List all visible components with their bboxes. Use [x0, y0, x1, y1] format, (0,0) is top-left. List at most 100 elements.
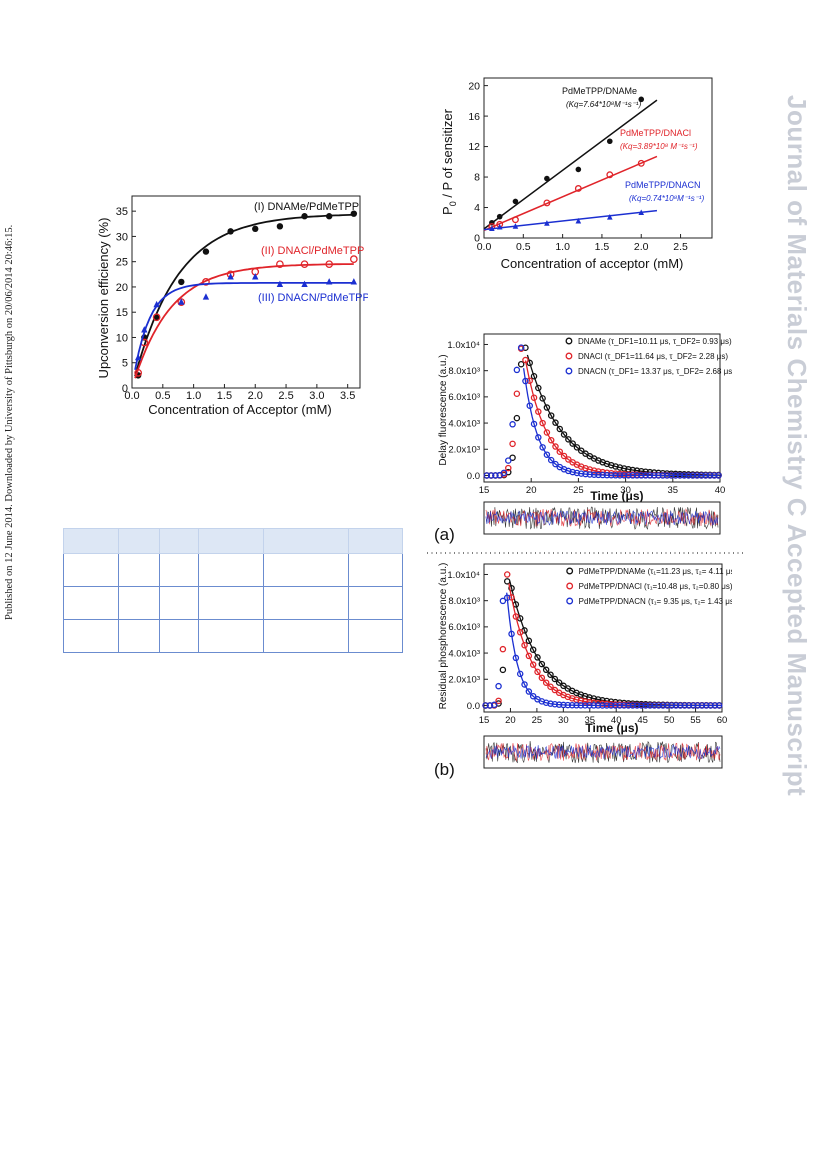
fit-curve-2	[134, 263, 354, 379]
data-point	[178, 298, 185, 305]
data-point	[509, 421, 516, 428]
x-tick-label: 40	[611, 715, 622, 726]
x-tick-label: 35	[668, 485, 679, 496]
x-tick-label: 2.0	[248, 390, 263, 402]
data-point	[544, 220, 550, 226]
x-tick-label: 30	[558, 715, 569, 726]
data-point	[516, 629, 524, 636]
data-point	[535, 384, 542, 392]
data-point	[547, 436, 555, 444]
data-point	[543, 451, 551, 458]
data-point	[560, 452, 568, 460]
sv-ylabel: P0 / P of sensitizer	[440, 108, 458, 215]
data-point	[529, 646, 537, 653]
x-tick-label: 1.5	[217, 390, 232, 402]
data-point	[486, 702, 494, 709]
legend-marker	[566, 597, 574, 605]
data-point	[516, 670, 524, 678]
data-point	[325, 278, 333, 285]
y-tick-label: 1.0x10⁴	[447, 570, 480, 581]
sv-legend-1-name: PdMeTPP/DNAMe	[562, 86, 637, 96]
data-point	[499, 597, 507, 605]
x-tick-label: 45	[637, 715, 648, 726]
data-point	[538, 660, 546, 668]
data-point	[534, 668, 541, 676]
x-tick-label: 30	[620, 485, 631, 496]
data-point	[530, 372, 538, 380]
y-tick-label: 25	[116, 257, 128, 269]
x-tick-label: 3.0	[309, 390, 324, 402]
upconversion-marks	[134, 210, 358, 379]
data-point	[513, 366, 521, 374]
y-tick-label: 2.0x10³	[448, 675, 480, 686]
legend-label: DNACN (τ_DF1= 13.37 μs, τ_DF2= 2.68 μs)	[578, 367, 732, 376]
data-point	[539, 395, 546, 402]
data-point	[512, 223, 519, 229]
data-point	[499, 645, 507, 653]
data-point	[522, 344, 529, 351]
data-point	[509, 454, 516, 461]
data-point	[551, 675, 559, 683]
x-tick-label: 3.5	[340, 390, 355, 402]
data-point	[489, 225, 495, 232]
data-point	[606, 214, 613, 220]
data-point	[252, 273, 259, 280]
data-point	[577, 447, 585, 454]
table-row	[63, 553, 403, 587]
delay-fluorescence-axes: 15 20 25 30 35 40 0.0 2.0x10³ 4.0x10³ 6.0x10³ 8.0x…	[447, 333, 725, 496]
data-point	[552, 460, 559, 468]
data-point	[552, 419, 559, 426]
residual-trace-2	[485, 742, 721, 762]
legend-marker	[566, 567, 574, 575]
residual-frame	[483, 501, 721, 535]
data-point	[539, 444, 546, 451]
data-point	[565, 436, 572, 443]
data-point	[487, 472, 495, 479]
data-table	[63, 528, 403, 653]
data-point	[134, 353, 142, 361]
data-point	[525, 688, 533, 695]
data-point	[535, 434, 542, 441]
data-point	[530, 394, 538, 401]
data-point	[325, 260, 334, 269]
x-tick-label: 55	[690, 715, 701, 726]
data-point	[153, 300, 160, 308]
y-tick-label: 4	[474, 202, 480, 214]
data-point	[202, 278, 210, 286]
data-point	[543, 404, 551, 411]
y-tick-label: 6.0x10³	[448, 392, 480, 403]
data-point	[276, 280, 284, 288]
x-tick-label: 1.0	[555, 241, 570, 253]
y-tick-label: 30	[116, 231, 128, 243]
residual-phosphorescence-chart: 15 20 25 30 35 40 45 50 55 60 0.0 2.0x10³ 4.0x10³ 6.0…	[434, 563, 732, 779]
delay-fluorescence-residual	[483, 501, 721, 535]
legend-marker	[565, 337, 573, 345]
data-point	[538, 674, 546, 682]
data-point	[547, 671, 554, 678]
plot-frame	[483, 563, 723, 713]
data-point	[606, 138, 613, 145]
data-point	[276, 260, 284, 269]
data-point	[301, 213, 308, 220]
y-tick-label: 8.0x10³	[448, 366, 480, 377]
sv-ylabel-sub: 0	[448, 201, 458, 206]
delay-fluorescence-chart: 15 20 25 30 35 40 0.0 2.0x10³ 4.0x10³ 6.0x10³ 8.0x…	[434, 333, 732, 544]
data-point	[556, 448, 564, 455]
upconversion-xlabel: Concentration of Acceptor (mM)	[148, 402, 332, 417]
x-tick-label: 0.0	[477, 241, 492, 253]
x-tick-label: 2.0	[634, 241, 649, 253]
residual-phosphorescence-residual	[483, 735, 723, 769]
plot-frame	[483, 77, 713, 239]
data-point	[555, 679, 563, 686]
data-point	[227, 228, 234, 235]
table-header-row	[63, 528, 403, 554]
y-tick-label: 2.0x10³	[448, 445, 480, 456]
data-point	[638, 96, 645, 103]
data-point	[513, 390, 521, 397]
y-tick-label: 0.0	[467, 471, 480, 482]
panel-label-a: (a)	[434, 525, 455, 544]
residual-trace-3	[485, 744, 721, 760]
data-point	[534, 654, 541, 661]
data-point	[500, 469, 508, 477]
legend-label: DNAMe (τ_DF1=10.11 μs, τ_DF2= 0.93 μs)	[578, 337, 732, 346]
